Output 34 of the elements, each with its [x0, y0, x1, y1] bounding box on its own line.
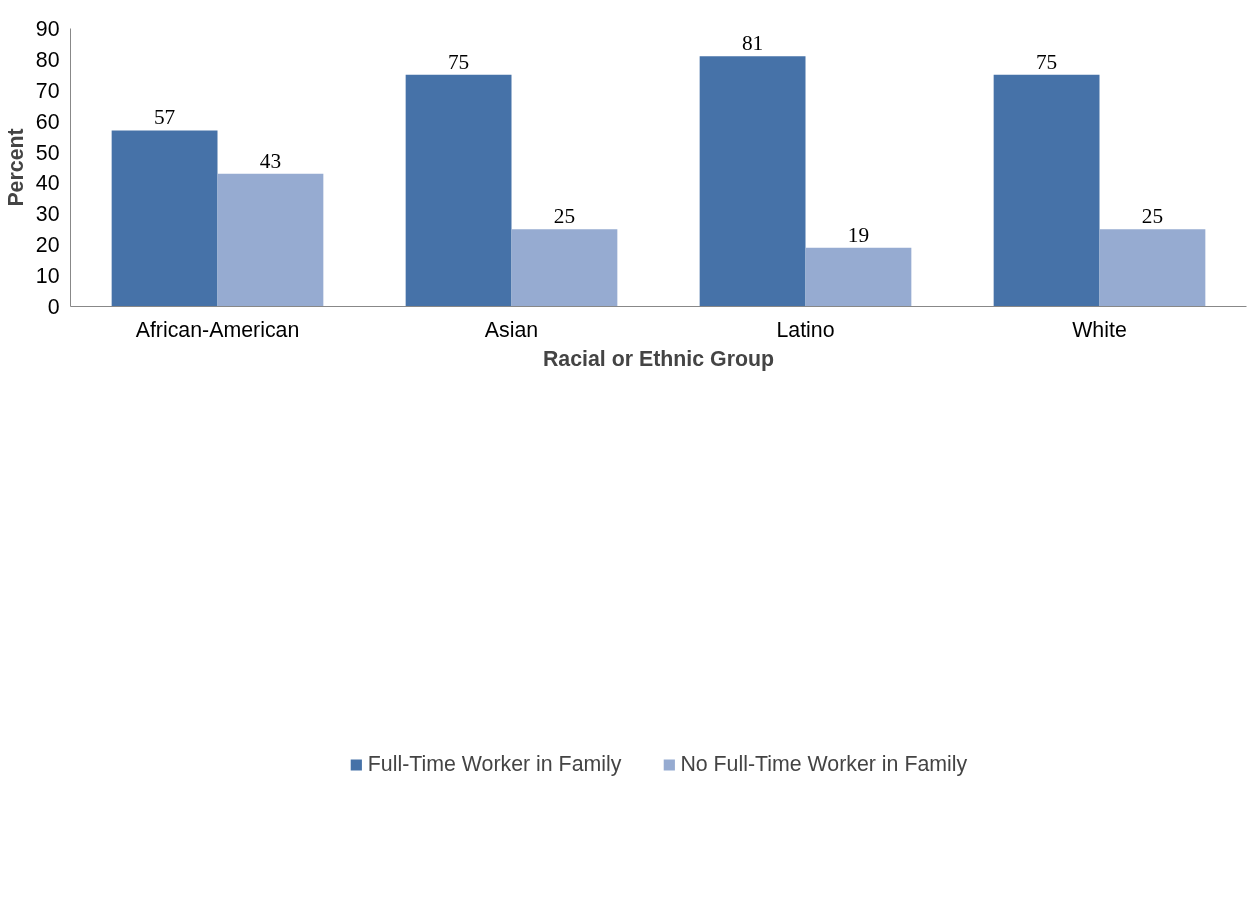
y-tick-label: 80	[35, 47, 60, 72]
x-axis-title: Racial or Ethnic Group	[542, 346, 775, 371]
bar	[217, 173, 324, 307]
x-tick-label: Latino	[776, 317, 835, 342]
y-axis-title: Percent	[3, 128, 28, 207]
y-tick-label: 30	[35, 202, 60, 227]
x-tick-label: African-American	[135, 317, 300, 342]
bar	[699, 56, 806, 307]
y-tick-label: 20	[35, 233, 60, 258]
bar	[511, 229, 618, 307]
data-label: 19	[847, 222, 870, 247]
data-label: 81	[741, 31, 764, 56]
y-tick-label: 90	[35, 17, 60, 41]
data-label: 57	[153, 105, 176, 130]
y-tick-label: 70	[35, 78, 60, 103]
legend-label: Full-Time Worker in Family	[367, 751, 622, 777]
data-label: 25	[1141, 204, 1164, 229]
data-label: 25	[553, 204, 576, 229]
bar	[111, 130, 218, 307]
data-label: 75	[1035, 49, 1058, 74]
y-tick-label: 60	[35, 109, 60, 134]
bar	[405, 74, 512, 307]
x-tick-label: Asian	[484, 317, 539, 342]
y-tick-label: 10	[35, 264, 60, 289]
bar	[1099, 229, 1206, 307]
y-tick-label: 50	[35, 140, 60, 165]
legend-label: No Full-Time Worker in Family	[680, 751, 968, 777]
bar	[993, 74, 1100, 307]
data-label: 43	[259, 148, 282, 173]
y-tick-label: 40	[35, 171, 60, 196]
x-tick-label: White	[1072, 317, 1127, 342]
y-tick-label: 0	[47, 295, 60, 319]
bar	[805, 247, 912, 307]
data-label: 75	[447, 49, 470, 74]
